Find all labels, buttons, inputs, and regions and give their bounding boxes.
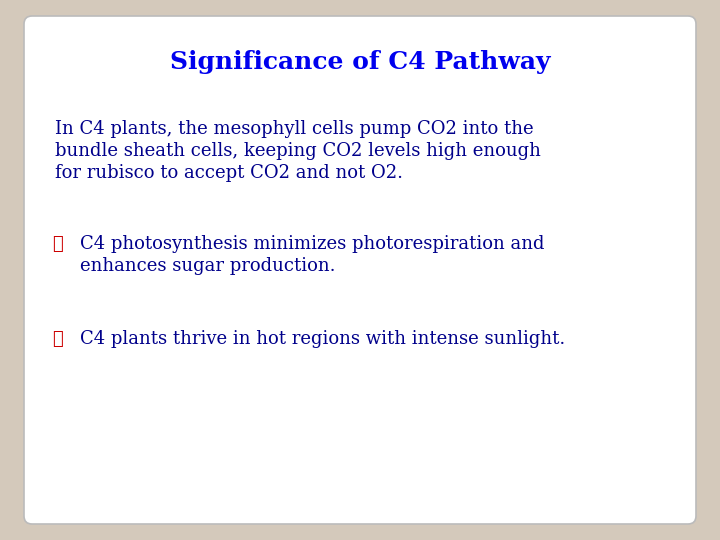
Text: In C4 plants, the mesophyll cells pump CO2 into the: In C4 plants, the mesophyll cells pump C… xyxy=(55,120,534,138)
Text: ❖: ❖ xyxy=(52,235,63,253)
Text: bundle sheath cells, keeping CO2 levels high enough: bundle sheath cells, keeping CO2 levels … xyxy=(55,142,541,160)
Text: C4 plants thrive in hot regions with intense sunlight.: C4 plants thrive in hot regions with int… xyxy=(80,330,565,348)
FancyBboxPatch shape xyxy=(24,16,696,524)
Text: C4 photosynthesis minimizes photorespiration and: C4 photosynthesis minimizes photorespira… xyxy=(80,235,544,253)
Text: ❖: ❖ xyxy=(52,330,63,348)
Text: for rubisco to accept CO2 and not O2.: for rubisco to accept CO2 and not O2. xyxy=(55,164,403,182)
Text: Significance of C4 Pathway: Significance of C4 Pathway xyxy=(170,50,550,74)
Text: enhances sugar production.: enhances sugar production. xyxy=(80,257,336,275)
